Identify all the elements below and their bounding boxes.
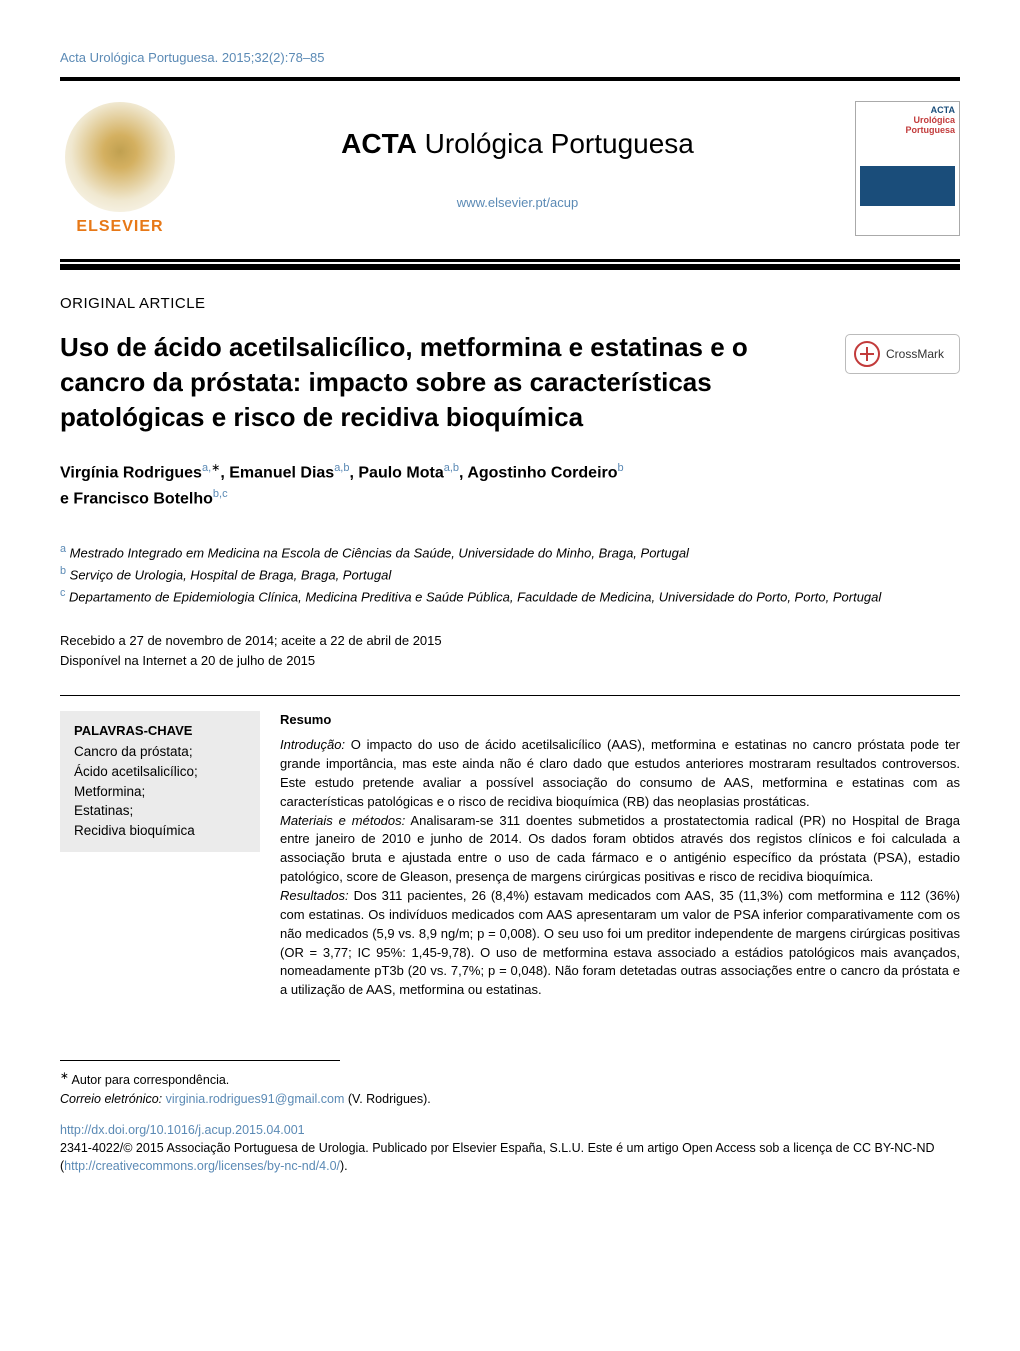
- journal-title-bold: ACTA: [341, 128, 417, 159]
- journal-header: ELSEVIER ACTA Urológica Portuguesa www.e…: [60, 91, 960, 251]
- journal-url[interactable]: www.elsevier.pt/acup: [200, 195, 835, 210]
- corresponding-author: ∗ Autor para correspondência. Correio el…: [60, 1069, 960, 1109]
- corr-author-name: (V. Rodrigues).: [344, 1092, 430, 1106]
- keywords-heading: PALAVRAS-CHAVE: [74, 723, 246, 738]
- abstract-text: Resumo Introdução: O impacto do uso de á…: [280, 711, 960, 1000]
- footnote-separator: [60, 1060, 340, 1061]
- online-date: Disponível na Internet a 20 de julho de …: [60, 651, 960, 671]
- copyright-text-end: ).: [340, 1159, 348, 1173]
- abstract-heading: Resumo: [280, 711, 960, 730]
- corr-email[interactable]: virginia.rodrigues91@gmail.com: [166, 1092, 345, 1106]
- corr-label: Autor para correspondência.: [72, 1073, 230, 1087]
- corr-email-label: Correio eletrónico:: [60, 1092, 162, 1106]
- crossmark-label: CrossMark: [886, 347, 944, 361]
- abstract-block: PALAVRAS-CHAVE Cancro da próstata;Ácido …: [60, 695, 960, 1000]
- publisher-logo: ELSEVIER: [60, 102, 180, 236]
- crossmark-icon: [854, 341, 880, 367]
- header-rule-bottom: [60, 264, 960, 270]
- publisher-name: ELSEVIER: [60, 218, 180, 236]
- article-dates: Recebido a 27 de novembro de 2014; aceit…: [60, 631, 960, 670]
- crossmark-badge[interactable]: CrossMark: [845, 334, 960, 374]
- cover-label: ACTA Urológica Portuguesa: [905, 106, 955, 156]
- received-accepted-date: Recebido a 27 de novembro de 2014; aceit…: [60, 631, 960, 651]
- journal-title: ACTA Urológica Portuguesa: [200, 128, 835, 160]
- header-rule-top: [60, 77, 960, 81]
- cover-bottom-block: [860, 216, 955, 231]
- authors: Virgínia Rodriguesa,∗, Emanuel Diasa,b, …: [60, 460, 960, 511]
- journal-title-block: ACTA Urológica Portuguesa www.elsevier.p…: [180, 128, 855, 210]
- affiliations: a Mestrado Integrado em Medicina na Esco…: [60, 541, 960, 606]
- journal-title-rest: Urológica Portuguesa: [417, 128, 694, 159]
- keywords-list: Cancro da próstata;Ácido acetilsalicílic…: [74, 742, 246, 840]
- cover-mid-block: [860, 166, 955, 206]
- license-link[interactable]: http://creativecommons.org/licenses/by-n…: [64, 1159, 340, 1173]
- journal-cover-thumbnail: ACTA Urológica Portuguesa: [855, 101, 960, 236]
- doi-link[interactable]: http://dx.doi.org/10.1016/j.acup.2015.04…: [60, 1123, 960, 1137]
- header-rule-mid: [60, 259, 960, 262]
- article-title: Uso de ácido acetilsalicílico, metformin…: [60, 330, 820, 435]
- elsevier-tree-icon: [65, 102, 175, 212]
- article-type: ORIGINAL ARTICLE: [60, 295, 960, 312]
- copyright: 2341-4022/© 2015 Associação Portuguesa d…: [60, 1139, 960, 1177]
- keywords-box: PALAVRAS-CHAVE Cancro da próstata;Ácido …: [60, 711, 260, 852]
- journal-reference: Acta Urológica Portuguesa. 2015;32(2):78…: [60, 50, 960, 65]
